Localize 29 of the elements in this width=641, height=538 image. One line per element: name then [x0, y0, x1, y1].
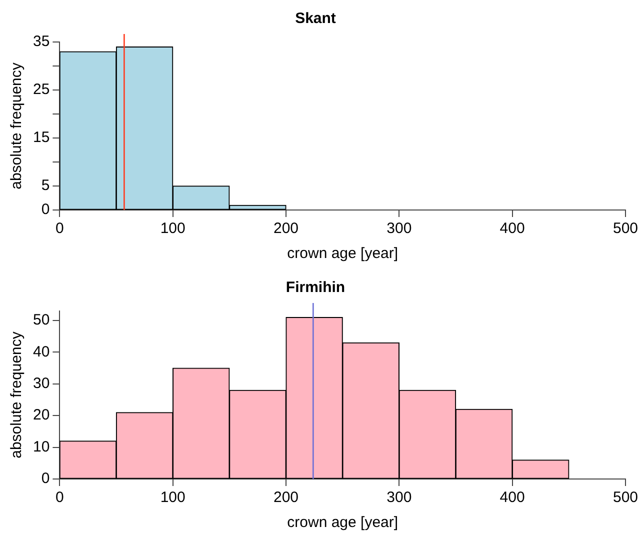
y-tick-label: 5	[41, 177, 50, 194]
y-tick-label: 25	[32, 81, 50, 98]
chart-title: Skant	[295, 10, 336, 28]
x-axis-title: crown age [year]	[287, 245, 398, 262]
x-tick-label: 500	[612, 220, 638, 238]
y-tick-label: 40	[32, 343, 50, 360]
x-tick-label: 500	[612, 489, 638, 506]
y-tick-label: 0	[41, 201, 50, 218]
x-tick-label: 300	[386, 220, 412, 238]
x-tick-label: 200	[273, 489, 299, 506]
y-tick-label: 0	[41, 470, 50, 488]
y-tick-label: 15	[32, 129, 50, 146]
chart-title: Firmihin	[286, 279, 346, 296]
x-tick-label: 300	[386, 489, 412, 506]
x-tick-label: 100	[160, 220, 186, 238]
y-tick-label: 50	[32, 312, 50, 329]
y-tick-label: 35	[32, 33, 50, 50]
y-tick-label: 30	[32, 375, 50, 392]
x-tick-label: 400	[500, 220, 525, 238]
x-tick-label: 0	[56, 220, 64, 238]
y-tick-label: 20	[32, 406, 50, 424]
x-tick-label: 400	[500, 489, 525, 506]
x-axis-title: crown age [year]	[287, 514, 398, 532]
x-tick-label: 100	[160, 489, 186, 506]
y-axis-title: absolute frequency	[8, 62, 26, 190]
x-tick-label: 0	[56, 489, 64, 506]
x-tick-label: 200	[273, 220, 299, 238]
y-tick-label: 10	[32, 438, 50, 456]
y-axis-title: absolute frequency	[8, 331, 26, 458]
